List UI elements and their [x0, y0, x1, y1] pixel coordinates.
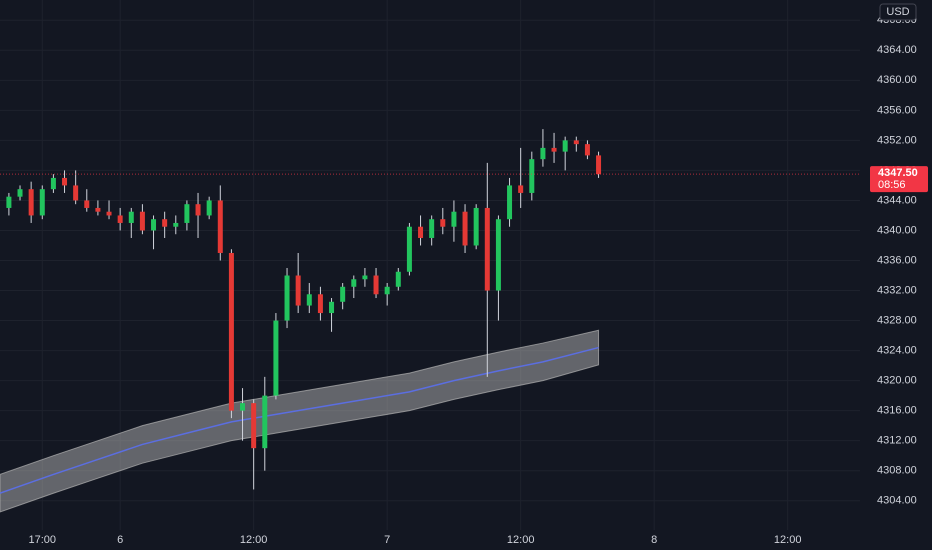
candle-body	[217, 200, 223, 253]
candle-body	[128, 211, 134, 223]
candle-body	[162, 219, 168, 227]
candle-body	[228, 252, 234, 411]
y-tick-label: 4320.00	[877, 375, 917, 387]
candle-body	[362, 275, 368, 280]
candle-body	[73, 185, 79, 201]
candle-body	[139, 211, 145, 231]
candle-body	[451, 211, 457, 227]
y-tick-label: 4312.00	[877, 435, 917, 447]
candle-body	[251, 403, 257, 449]
ma-line	[0, 346, 599, 494]
candle-body	[540, 147, 546, 160]
axes: 4304.00 4308.00 4312.00 4316.00 4320.00 4324.…	[29, 3, 928, 546]
y-tick-label: 4344.00	[877, 194, 917, 206]
x-tick-label: 8	[651, 534, 657, 546]
currency-box	[879, 3, 917, 21]
candle-body	[329, 301, 335, 314]
candle-body	[195, 204, 201, 216]
candle-body	[262, 395, 268, 449]
y-tick-label: 4352.00	[877, 134, 917, 146]
candle-body	[395, 271, 401, 287]
candle-body	[28, 189, 34, 216]
candle-body	[596, 155, 602, 175]
candle-body	[84, 200, 90, 208]
y-tick-label: 4356.00	[877, 104, 917, 116]
y-tick-label: 4332.00	[877, 284, 917, 296]
last-price-label: 4347.50	[878, 167, 918, 179]
candle-body	[573, 140, 579, 145]
y-tick-label: 4304.00	[877, 495, 917, 507]
candle-body	[551, 147, 557, 152]
ma-band	[0, 329, 600, 513]
candle-body	[106, 211, 112, 216]
x-tick-label: 6	[117, 534, 123, 546]
candle-body	[151, 219, 157, 231]
y-tick-label: 4324.00	[877, 344, 917, 356]
candle-body	[518, 185, 524, 193]
y-tick-label: 4340.00	[877, 224, 917, 236]
candle-body	[373, 275, 379, 295]
candle-body	[529, 159, 535, 193]
y-tick-label: 4316.00	[877, 405, 917, 417]
candle-body	[306, 294, 312, 306]
candle-body	[62, 177, 68, 186]
candle-body	[484, 207, 490, 291]
candle-body	[429, 219, 435, 238]
candle-body	[240, 403, 246, 411]
y-tick-label: 4308.00	[877, 465, 917, 477]
candle-body	[117, 215, 123, 223]
candle-body	[39, 189, 45, 216]
y-tick-label: 4328.00	[877, 314, 917, 326]
x-tick-label: 12:00	[774, 534, 802, 546]
candle-body	[351, 279, 357, 287]
x-tick-label: 7	[384, 534, 390, 546]
x-tick-label: 12:00	[507, 534, 535, 546]
y-tick-label: 4364.00	[877, 44, 917, 56]
x-tick-label: 17:00	[29, 534, 57, 546]
candle-body	[462, 211, 468, 246]
candle-body	[295, 275, 301, 306]
candle-body	[284, 275, 290, 321]
candle-body	[562, 140, 568, 152]
candle-body	[317, 294, 323, 314]
candle-body	[473, 207, 479, 246]
candle-body	[384, 286, 390, 295]
candle-body	[206, 200, 212, 216]
candle-body	[507, 185, 513, 220]
candle-body	[584, 144, 590, 156]
x-tick-label: 12:00	[240, 534, 268, 546]
candle-body	[495, 219, 501, 291]
candle-body	[50, 177, 56, 190]
candle-body	[17, 189, 23, 197]
y-tick-label: 4360.00	[877, 74, 917, 86]
candle-body	[273, 320, 279, 396]
candle-body	[418, 226, 424, 238]
candle-body	[340, 286, 346, 302]
currency-label: USD	[886, 6, 909, 18]
candle-body	[95, 207, 101, 212]
candle-body	[6, 196, 12, 208]
candle-body	[184, 204, 190, 223]
plot	[0, 129, 860, 513]
last-price-box	[870, 166, 928, 193]
candle-body	[440, 219, 446, 227]
candle-body	[406, 226, 412, 272]
candle-body	[173, 222, 179, 227]
y-tick-label: 4336.00	[877, 254, 917, 266]
countdown-label: 08:56	[878, 179, 906, 191]
grid	[0, 0, 860, 530]
